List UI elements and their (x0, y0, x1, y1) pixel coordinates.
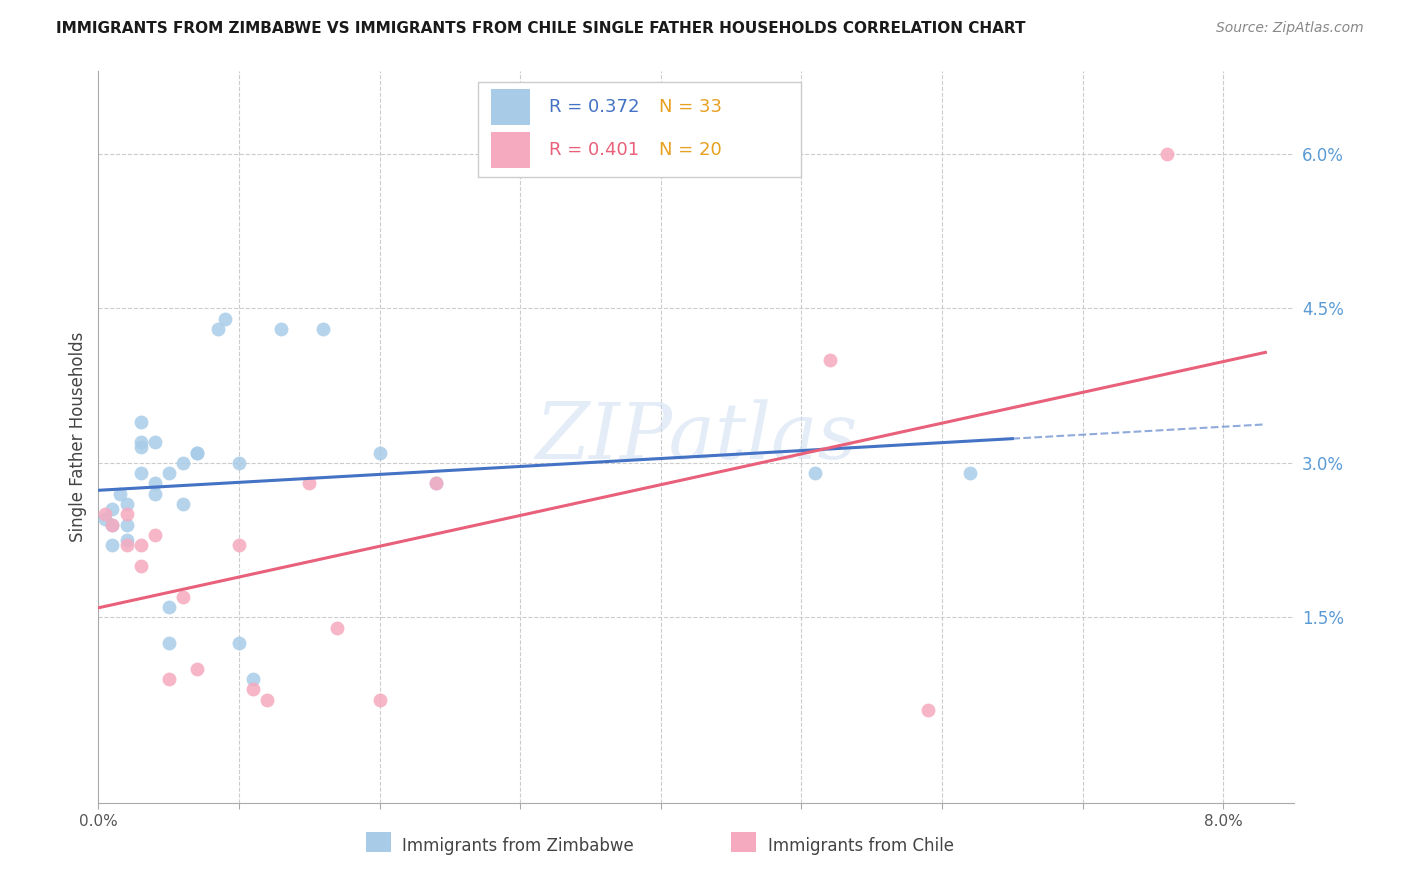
Point (172, 456, 194, 470)
Point (115, 508, 138, 522)
Point (157, 600, 180, 615)
Text: R = 0.401: R = 0.401 (550, 141, 640, 159)
Point (101, 502, 124, 516)
Point (804, 466, 827, 480)
Point (94, 512, 117, 526)
Point (129, 441, 152, 455)
Point (143, 528, 166, 542)
Point (917, 703, 939, 717)
Text: Immigrants from Zimbabwe: Immigrants from Zimbabwe (402, 837, 634, 855)
Point (207, 322, 229, 336)
Point (101, 517, 124, 532)
Point (143, 487, 166, 501)
Point (94, 508, 117, 522)
Point (115, 538, 138, 552)
Point (186, 445, 208, 459)
Point (270, 322, 292, 336)
Point (172, 497, 194, 511)
Point (101, 517, 124, 532)
Text: N = 20: N = 20 (659, 141, 721, 159)
Point (129, 435, 152, 450)
Text: Immigrants from Chile: Immigrants from Chile (768, 837, 953, 855)
Point (172, 590, 194, 604)
Point (186, 445, 208, 459)
Point (115, 517, 138, 532)
Text: N = 33: N = 33 (659, 98, 723, 116)
Point (312, 322, 335, 336)
Y-axis label: Single Father Households: Single Father Households (69, 332, 87, 542)
Point (157, 466, 180, 480)
Text: IMMIGRANTS FROM ZIMBABWE VS IMMIGRANTS FROM CHILE SINGLE FATHER HOUSEHOLDS CORRE: IMMIGRANTS FROM ZIMBABWE VS IMMIGRANTS F… (56, 21, 1026, 37)
Point (368, 445, 391, 459)
Bar (491, 89, 530, 125)
Point (108, 487, 131, 501)
Text: ZIPatlas: ZIPatlas (534, 399, 858, 475)
Point (129, 466, 152, 480)
Point (242, 672, 264, 686)
Point (129, 538, 152, 552)
Point (228, 538, 250, 552)
Point (298, 476, 321, 491)
Point (256, 693, 278, 707)
Point (425, 476, 447, 491)
Point (368, 693, 391, 707)
Point (101, 538, 124, 552)
Point (214, 311, 236, 326)
Text: R = 0.372: R = 0.372 (550, 98, 640, 116)
Point (143, 435, 166, 450)
Point (1156, 146, 1178, 161)
Point (129, 415, 152, 429)
Point (157, 672, 180, 686)
Point (818, 352, 841, 367)
Point (157, 636, 180, 650)
Point (186, 662, 208, 676)
Point (143, 476, 166, 491)
Bar (491, 132, 530, 168)
Point (326, 621, 349, 635)
Point (228, 636, 250, 650)
Point (115, 497, 138, 511)
Point (242, 682, 264, 697)
Point (228, 456, 250, 470)
Point (425, 476, 447, 491)
Point (959, 466, 981, 480)
Text: Source: ZipAtlas.com: Source: ZipAtlas.com (1216, 21, 1364, 36)
Point (129, 558, 152, 573)
FancyBboxPatch shape (478, 82, 801, 178)
Point (115, 533, 138, 547)
